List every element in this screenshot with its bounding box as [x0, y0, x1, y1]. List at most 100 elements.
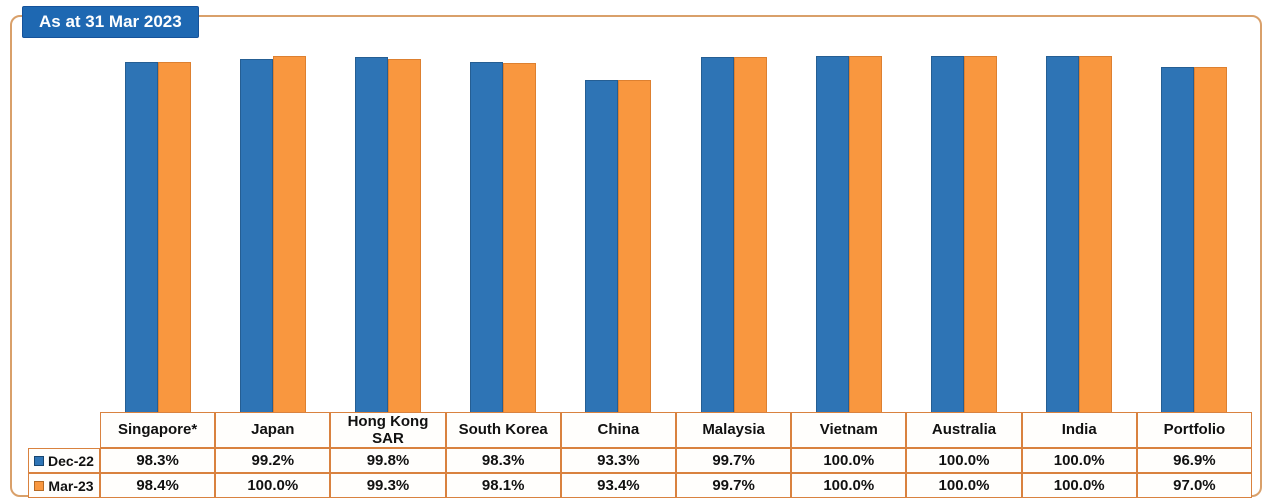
- value-label: 100.0%: [1053, 452, 1105, 469]
- bar-group-3: [446, 56, 561, 412]
- category-label: South Korea: [458, 421, 548, 439]
- category-header-1: Japan: [215, 412, 331, 448]
- value-cell-mar-23-6: 100.0%: [791, 473, 907, 498]
- bar-dec-22-3: [470, 62, 504, 412]
- value-cell-mar-23-9: 97.0%: [1136, 473, 1252, 498]
- bar-dec-22-5: [700, 57, 734, 412]
- value-cell-dec-22-2: 99.8%: [330, 448, 446, 473]
- category-header-9: Portfolio: [1136, 412, 1252, 448]
- bar-dec-22-6: [815, 56, 849, 412]
- bar-mar-23-6: [848, 56, 882, 412]
- bar-mar-23-7: [963, 56, 997, 412]
- value-label: 99.7%: [712, 452, 755, 469]
- value-label: 96.9%: [1173, 452, 1216, 469]
- value-cell-dec-22-8: 100.0%: [1021, 448, 1137, 473]
- value-label: 97.0%: [1173, 477, 1216, 494]
- legend-marker-mar-23-icon: [34, 480, 45, 491]
- category-header-5: Malaysia: [675, 412, 792, 448]
- category-label: Portfolio: [1163, 421, 1226, 439]
- value-label: 99.2%: [251, 452, 295, 469]
- value-cell-dec-22-6: 100.0%: [791, 448, 907, 473]
- bar-group-6: [791, 56, 906, 412]
- category-label: India: [1061, 421, 1097, 439]
- value-cell-dec-22-1: 99.2%: [215, 448, 331, 473]
- value-cell-dec-22-0: 98.3%: [100, 448, 216, 473]
- category-label: Australia: [931, 421, 997, 439]
- value-label: 100.0%: [823, 477, 875, 494]
- category-header-8: India: [1021, 412, 1137, 448]
- bar-group-1: [215, 56, 330, 412]
- legend-item-dec-22: Dec-22: [28, 448, 100, 473]
- value-label: 100.0%: [823, 452, 875, 469]
- category-header-0: Singapore*: [100, 412, 216, 448]
- value-cell-dec-22-3: 98.3%: [445, 448, 561, 473]
- value-cell-dec-22-7: 100.0%: [906, 448, 1022, 473]
- legend-marker-dec-22-icon: [34, 455, 45, 466]
- bar-dec-22-0: [124, 62, 158, 412]
- category-header-7: Australia: [906, 412, 1022, 448]
- value-label: 100.0%: [1053, 477, 1105, 494]
- category-header-2: Hong Kong SAR: [330, 412, 446, 448]
- category-label: Hong Kong SAR: [347, 412, 429, 447]
- value-cell-mar-23-0: 98.4%: [100, 473, 216, 498]
- value-cell-mar-23-4: 93.4%: [560, 473, 676, 498]
- value-label: 98.1%: [481, 477, 525, 494]
- value-label: 93.3%: [597, 452, 640, 469]
- value-cell-mar-23-3: 98.1%: [445, 473, 561, 498]
- value-cell-mar-23-5: 99.7%: [675, 473, 792, 498]
- legend-item-mar-23: Mar-23: [28, 473, 100, 498]
- bar-group-8: [1022, 56, 1137, 412]
- category-label: Malaysia: [702, 421, 765, 439]
- value-label: 99.8%: [366, 452, 410, 469]
- value-cell-mar-23-1: 100.0%: [215, 473, 331, 498]
- value-cell-dec-22-4: 93.3%: [560, 448, 676, 473]
- bar-group-5: [676, 56, 791, 412]
- category-label: Singapore*: [118, 421, 198, 439]
- value-label: 99.7%: [712, 477, 755, 494]
- chart-title-chip: As at 31 Mar 2023: [22, 6, 199, 38]
- value-cell-mar-23-7: 100.0%: [906, 473, 1022, 498]
- category-header-3: South Korea: [445, 412, 561, 448]
- bar-group-2: [330, 56, 445, 412]
- legend-label: Mar-23: [48, 477, 94, 494]
- bar-mar-23-2: [387, 58, 421, 412]
- value-label: 100.0%: [938, 477, 990, 494]
- bar-dec-22-9: [1161, 67, 1195, 412]
- bar-group-4: [561, 56, 676, 412]
- value-label: 98.3%: [481, 452, 525, 469]
- legend-label: Dec-22: [48, 452, 94, 469]
- bar-dec-22-4: [585, 79, 619, 412]
- bar-group-0: [100, 56, 215, 412]
- value-label: 99.3%: [366, 477, 410, 494]
- value-label: 93.4%: [597, 477, 640, 494]
- bar-dec-22-8: [1046, 56, 1080, 412]
- value-label: 98.3%: [136, 452, 179, 469]
- category-label: China: [597, 421, 640, 439]
- chart-title-label: As at 31 Mar 2023: [39, 12, 182, 31]
- bar-dec-22-2: [354, 56, 388, 412]
- value-label: 100.0%: [938, 452, 990, 469]
- bar-mar-23-5: [733, 57, 767, 412]
- bar-dec-22-1: [239, 58, 273, 412]
- bar-mar-23-9: [1194, 66, 1228, 412]
- category-label: Japan: [251, 421, 295, 439]
- category-label: Vietnam: [819, 421, 878, 439]
- value-label: 100.0%: [247, 477, 299, 494]
- category-header-6: Vietnam: [791, 412, 907, 448]
- value-cell-dec-22-9: 96.9%: [1136, 448, 1252, 473]
- value-cell-mar-23-2: 99.3%: [330, 473, 446, 498]
- bar-mar-23-8: [1079, 56, 1113, 412]
- bar-mar-23-3: [503, 62, 537, 412]
- bar-mar-23-1: [272, 56, 306, 412]
- value-label: 98.4%: [136, 477, 179, 494]
- bar-mar-23-4: [618, 79, 652, 412]
- bar-group-7: [906, 56, 1021, 412]
- value-cell-dec-22-5: 99.7%: [675, 448, 792, 473]
- bar-group-9: [1137, 56, 1252, 412]
- bar-mar-23-0: [157, 61, 191, 412]
- bar-dec-22-7: [930, 56, 964, 412]
- category-header-4: China: [560, 412, 676, 448]
- value-cell-mar-23-8: 100.0%: [1021, 473, 1137, 498]
- bar-chart-with-table: Singapore* 98.3% 98.4% Japan 99.2% 100.0% Hong…: [28, 56, 1252, 498]
